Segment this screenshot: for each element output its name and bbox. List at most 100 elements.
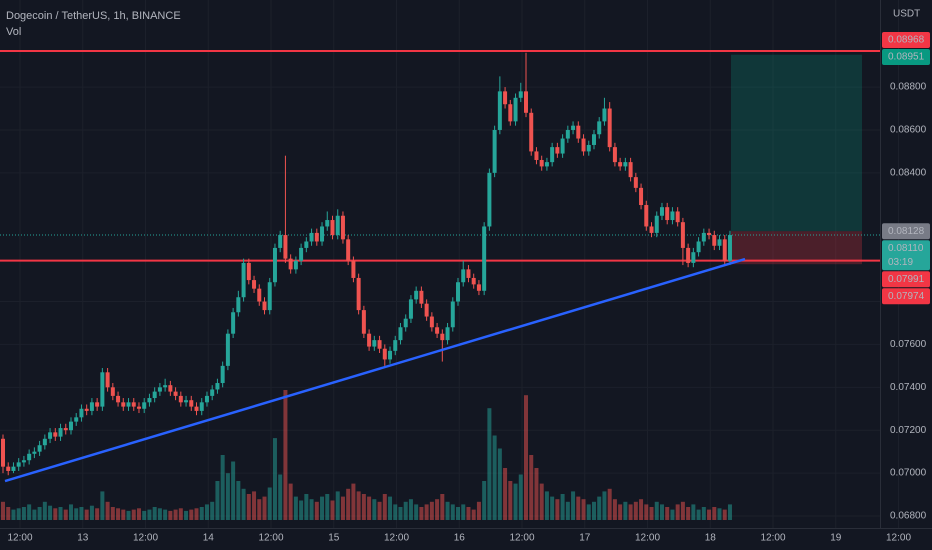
- volume-bar: [6, 507, 11, 520]
- chart-title: Dogecoin / TetherUS, 1h, BINANCE: [6, 10, 181, 22]
- y-tick-label: 0.06800: [890, 511, 927, 522]
- candle-body: [524, 91, 528, 113]
- volume-bar: [252, 491, 257, 520]
- volume-bar: [163, 509, 168, 520]
- volume-bar: [686, 507, 691, 520]
- volume-bar: [403, 501, 408, 520]
- volume-bar: [100, 491, 105, 520]
- candle-body: [487, 172, 492, 227]
- volume-bar: [293, 496, 298, 520]
- volume-bar: [53, 508, 58, 520]
- x-tick-label: 12:00: [509, 533, 534, 544]
- candle-body: [680, 222, 685, 248]
- volume-bar: [21, 507, 26, 520]
- volume-bar: [330, 500, 335, 520]
- candle-body: [440, 333, 445, 341]
- volume-bar: [591, 501, 596, 520]
- candle-body: [178, 395, 183, 403]
- candle-body: [68, 421, 73, 431]
- volume-bar: [623, 501, 628, 520]
- volume-bar: [84, 509, 89, 520]
- volume-bar: [576, 496, 581, 520]
- volume-bar: [388, 496, 393, 520]
- candle-body: [471, 277, 476, 285]
- volume-bar: [707, 509, 712, 520]
- candle-body: [686, 247, 691, 263]
- price-label: 0.07991: [888, 274, 925, 285]
- volume-bar: [199, 507, 204, 520]
- candle-body: [550, 147, 555, 163]
- candle-body: [37, 445, 42, 452]
- volume-bar: [487, 408, 492, 520]
- x-tick-label: 12:00: [133, 533, 158, 544]
- volume-bar: [48, 505, 53, 520]
- volume-bar: [701, 507, 706, 520]
- candle-body: [492, 129, 497, 173]
- candle-body: [445, 327, 450, 341]
- trendline: [4, 257, 746, 483]
- candle-body: [288, 258, 293, 270]
- candle-body: [241, 262, 246, 298]
- candle-body: [607, 108, 612, 148]
- volume-bar: [665, 507, 670, 520]
- candle-body: [267, 282, 272, 311]
- candle-body: [403, 318, 408, 328]
- volume-bar: [126, 510, 131, 520]
- volume-bar: [398, 507, 403, 520]
- x-tick-label: 12:00: [384, 533, 409, 544]
- candle-body: [429, 316, 434, 328]
- candle-body: [539, 159, 544, 167]
- volume-bar: [320, 496, 325, 520]
- candle-body: [727, 235, 732, 261]
- volume-bar: [571, 491, 576, 520]
- volume-bar: [612, 499, 617, 520]
- volume-bar: [555, 499, 560, 520]
- candle-body: [408, 299, 413, 319]
- candle-body: [382, 348, 387, 360]
- candle-body: [272, 247, 277, 283]
- volume-bar: [429, 501, 434, 520]
- volume-bar: [424, 504, 429, 520]
- price-label-box: [882, 240, 930, 271]
- candle-body: [476, 284, 481, 291]
- volume-bar: [607, 488, 612, 520]
- candle-body: [628, 162, 633, 178]
- volume-bar: [335, 491, 340, 520]
- candle-body: [612, 147, 617, 163]
- volume-bar: [456, 507, 461, 520]
- volume-bar: [246, 494, 251, 520]
- volume-bar: [696, 509, 701, 520]
- volume-bar: [408, 499, 413, 520]
- candle-body: [393, 340, 398, 351]
- volume-bar: [105, 501, 110, 520]
- volume-bar: [220, 455, 225, 520]
- volume-bar: [168, 510, 173, 520]
- candle-body: [513, 97, 518, 122]
- candle-body: [21, 460, 26, 463]
- volume-bar: [382, 494, 387, 520]
- candle-body: [48, 432, 53, 439]
- volume-bar: [74, 508, 79, 520]
- volume-bar: [654, 501, 659, 520]
- candle-body: [157, 387, 162, 392]
- volume-bar: [445, 501, 450, 520]
- volume-bar: [184, 510, 189, 520]
- candle-body: [163, 385, 168, 388]
- candle-body: [419, 290, 424, 304]
- candle-body: [659, 207, 664, 216]
- volume-bar: [503, 468, 508, 520]
- volume-bar: [414, 504, 419, 520]
- candle-body: [633, 177, 638, 188]
- volume-bar: [204, 504, 209, 520]
- candle-body: [89, 402, 94, 411]
- volume-bar: [377, 501, 382, 520]
- candle-body: [618, 162, 623, 167]
- currency-label: USDT: [893, 9, 920, 20]
- volume-bar: [241, 488, 246, 520]
- y-tick-label: 0.07200: [890, 425, 927, 436]
- price-label-box: [882, 32, 930, 49]
- stop-zone: [731, 231, 862, 265]
- x-tick-label: 14: [203, 533, 215, 544]
- volume-bar: [471, 509, 476, 520]
